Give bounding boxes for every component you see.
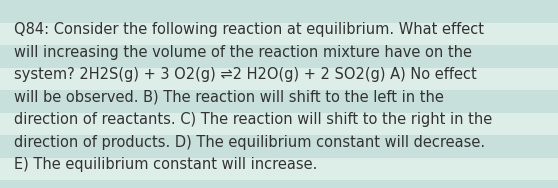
Bar bbox=[0, 67, 558, 90]
Bar bbox=[0, 112, 558, 135]
Bar bbox=[0, 90, 558, 112]
Text: E) The equilibrium constant will increase.: E) The equilibrium constant will increas… bbox=[14, 157, 318, 172]
Text: system? 2H2S(g) + 3 O2(g) ⇌2 H2O(g) + 2 SO2(g) A) No effect: system? 2H2S(g) + 3 O2(g) ⇌2 H2O(g) + 2 … bbox=[14, 67, 477, 82]
Text: Q84: Consider the following reaction at equilibrium. What effect: Q84: Consider the following reaction at … bbox=[14, 22, 484, 37]
Bar bbox=[0, 180, 558, 188]
Bar bbox=[0, 45, 558, 67]
Bar bbox=[0, 23, 558, 45]
Text: direction of products. D) The equilibrium constant will decrease.: direction of products. D) The equilibriu… bbox=[14, 134, 485, 149]
Text: direction of reactants. C) The reaction will shift to the right in the: direction of reactants. C) The reaction … bbox=[14, 112, 492, 127]
Bar bbox=[0, 135, 558, 158]
Bar bbox=[0, 158, 558, 180]
Text: will increasing the volume of the reaction mixture have on the: will increasing the volume of the reacti… bbox=[14, 45, 472, 59]
Text: will be observed. B) The reaction will shift to the left in the: will be observed. B) The reaction will s… bbox=[14, 89, 444, 105]
Bar bbox=[0, 0, 558, 23]
